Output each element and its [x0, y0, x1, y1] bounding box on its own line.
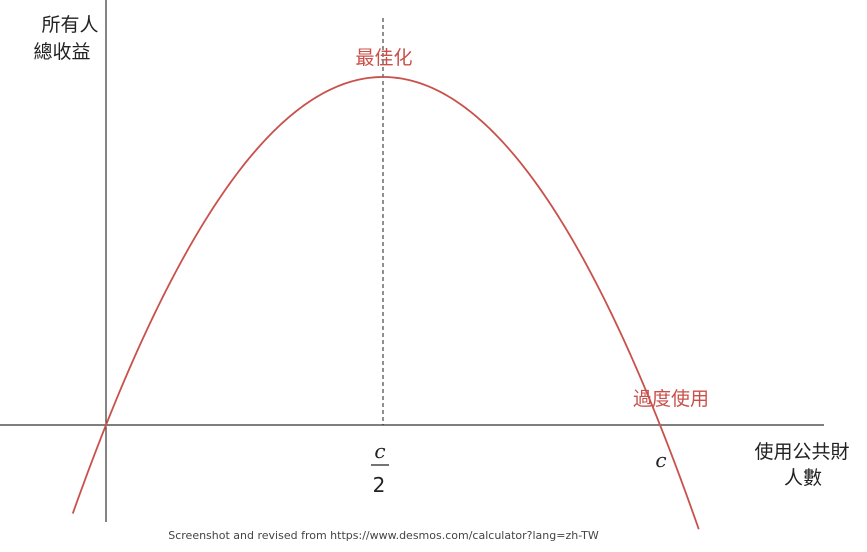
annotation-overuse: 過度使用: [633, 388, 709, 410]
source-note: Screenshot and revised from https://www.…: [168, 529, 599, 542]
profit-curve: [71, 76, 700, 530]
annotation-optimal: 最佳化: [355, 47, 412, 69]
tick-label-c: c: [655, 448, 666, 472]
y-axis-label-line-2: 總收益: [33, 41, 90, 63]
x-axis-label-line-1: 使用公共財: [754, 441, 849, 463]
y-axis-label-line-1: 所有人: [41, 14, 98, 36]
x-axis-label-line-2: 人數: [784, 467, 822, 489]
tick-label-c-over-2-numerator: c: [374, 439, 385, 463]
tick-label-c-over-2-denominator: 2: [373, 473, 386, 497]
